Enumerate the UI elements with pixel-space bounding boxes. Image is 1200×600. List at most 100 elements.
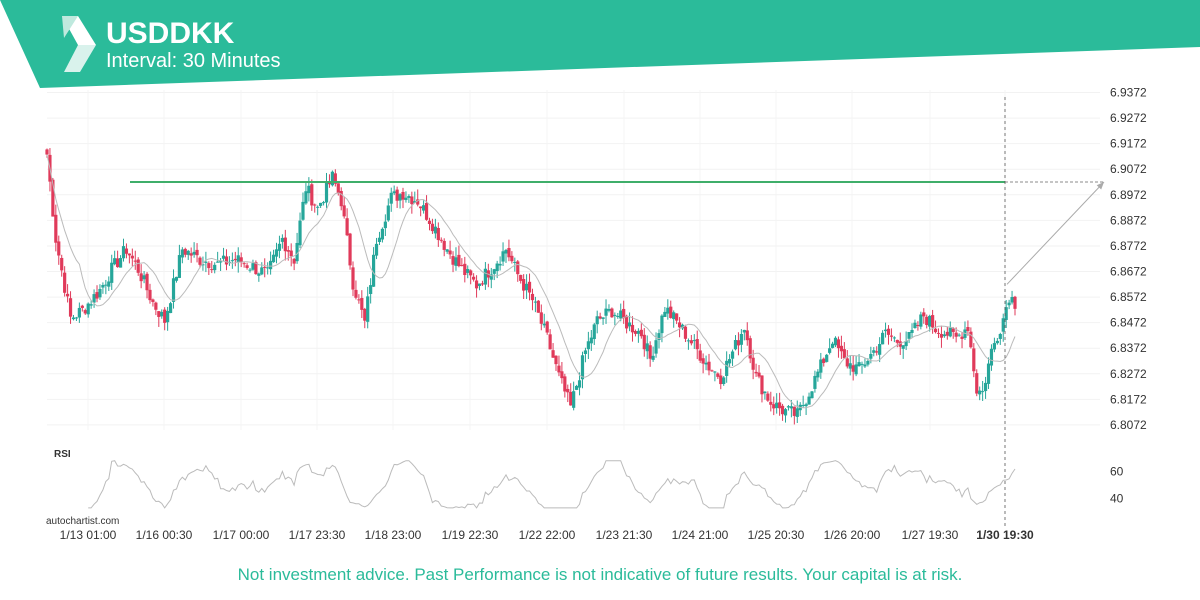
candle-body (210, 269, 214, 271)
candle-body (560, 371, 564, 379)
candle-body (1004, 307, 1008, 320)
candle-body (427, 220, 432, 224)
candle-body (622, 308, 626, 319)
candle-body (92, 294, 96, 303)
candle-body (998, 334, 1002, 339)
candle-body (433, 226, 437, 234)
candle-body (842, 349, 846, 359)
candle-body (554, 355, 558, 365)
candle-body (966, 327, 970, 331)
candle-body (254, 262, 258, 275)
candle-body (633, 331, 638, 334)
price-tick-label: 6.9172 (1110, 137, 1147, 151)
candle-body (575, 385, 579, 390)
projection-arrow-line (1006, 181, 1105, 285)
candle-body (883, 329, 888, 332)
candle-body (825, 354, 829, 362)
candle-body (513, 261, 517, 263)
candle-body (625, 315, 629, 329)
candle-body (986, 363, 991, 384)
candle-body (751, 357, 755, 370)
candle-body (389, 192, 393, 204)
candle-body (251, 263, 255, 270)
candle-body (913, 322, 917, 329)
candle-body (728, 359, 732, 364)
candle-body (495, 263, 499, 272)
candle-body (183, 248, 187, 255)
candle-body (669, 306, 673, 318)
time-tick-label: 1/23 21:30 (596, 528, 653, 542)
candle-body (489, 274, 493, 280)
time-tick-label: 1/19 22:30 (442, 528, 499, 542)
candle-body (754, 371, 758, 374)
candle-body (663, 311, 667, 317)
rsi-line (88, 460, 1016, 509)
candle-body (454, 257, 458, 266)
candle-body (463, 263, 467, 276)
candle-body (642, 334, 646, 350)
candle-body (430, 223, 435, 232)
time-tick-label: 1/26 20:00 (824, 528, 881, 542)
candle-body (875, 351, 879, 353)
candle-body (148, 289, 152, 301)
candle-body (65, 293, 70, 297)
candle-body (477, 283, 482, 286)
projection-arrowhead (1096, 182, 1104, 190)
candle-body (733, 340, 738, 350)
candle-body (969, 331, 973, 348)
candle-body (692, 340, 696, 342)
candle-body (313, 204, 317, 206)
candle-body (722, 377, 726, 384)
candle-body (848, 363, 852, 369)
candle-body (766, 393, 770, 401)
candle-body (71, 317, 76, 320)
candle-body (480, 283, 485, 285)
candle-body (283, 237, 287, 252)
candle-body (460, 265, 464, 267)
candle-body (1013, 296, 1017, 309)
candle-body (916, 325, 920, 327)
candle-body (836, 339, 841, 349)
candle-body (63, 272, 67, 293)
candle-body (439, 239, 443, 241)
candle-body (363, 308, 367, 321)
candle-body (139, 273, 143, 282)
candle-body (801, 405, 805, 407)
time-tick-label: 1/24 21:00 (672, 528, 729, 542)
candle-body (636, 330, 640, 334)
candle-body (557, 365, 561, 373)
candle-body (745, 330, 749, 341)
candle-body (566, 388, 570, 393)
candle-body (310, 184, 314, 206)
candle-body (263, 266, 267, 268)
candle-body (154, 302, 158, 310)
candle-body (657, 333, 661, 340)
candle-body (725, 360, 729, 376)
candle-body (769, 401, 773, 405)
candle-body (416, 199, 420, 205)
candle-body (374, 243, 379, 256)
candle-body (951, 328, 955, 332)
time-axis: 1/13 01:00 1/16 00:30 1/17 00:00 1/17 23:30… (60, 528, 1034, 542)
candle-body (613, 314, 617, 316)
candle-body (127, 253, 131, 256)
candle-body (60, 257, 64, 271)
time-tick-label: 1/17 00:00 (213, 528, 270, 542)
candle-body (677, 322, 682, 328)
candle-body (357, 299, 361, 301)
candle-body (377, 237, 382, 243)
header-banner (0, 0, 1200, 88)
candle-body (598, 316, 602, 319)
candle-body (695, 339, 699, 350)
candle-body (960, 336, 964, 339)
candle-body (601, 317, 605, 319)
candle-body (239, 257, 243, 263)
candle-body (54, 214, 58, 243)
candle-body (786, 406, 791, 408)
candle-body (45, 149, 49, 155)
candle-body (95, 292, 99, 299)
symbol-title: USDDKK (106, 17, 235, 50)
candle-body (783, 409, 788, 416)
candle-body (345, 218, 349, 236)
candle-body (57, 241, 61, 256)
